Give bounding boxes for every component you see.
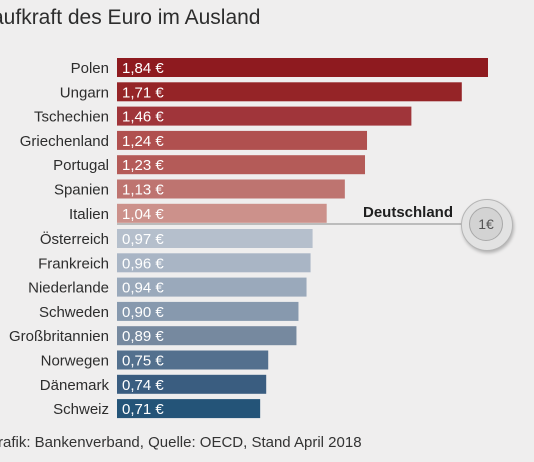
category-label: Spanien xyxy=(54,182,109,199)
data-label: 1,13 € xyxy=(122,182,164,199)
data-label: 0,71 € xyxy=(122,401,164,418)
bar xyxy=(117,130,368,150)
category-label: Portugal xyxy=(53,157,109,174)
data-label: 1,84 € xyxy=(122,60,164,77)
data-label: 0,96 € xyxy=(122,255,164,272)
euro-coin-icon: 1€ xyxy=(461,199,513,251)
bar xyxy=(117,179,345,199)
data-label: 0,90 € xyxy=(122,304,164,321)
bar xyxy=(117,374,267,394)
category-label: Österreich xyxy=(40,230,109,248)
bar xyxy=(117,106,412,126)
category-label: Griechenland xyxy=(20,133,109,150)
category-label: Italien xyxy=(69,206,109,223)
data-label: 0,74 € xyxy=(122,377,164,394)
bar xyxy=(117,155,366,175)
data-label: 0,75 € xyxy=(122,353,164,370)
data-label: 1,24 € xyxy=(122,133,164,150)
category-label: Norwegen xyxy=(41,353,109,370)
data-label: 1,46 € xyxy=(122,109,164,126)
category-label: Polen xyxy=(71,60,109,77)
data-label: 0,97 € xyxy=(122,231,164,248)
source-note: rafik: Bankenverband, Quelle: OECD, Stan… xyxy=(0,434,362,451)
bar xyxy=(117,301,299,321)
chart-title: aufkraft des Euro im Ausland xyxy=(0,6,261,29)
category-label: Tschechien xyxy=(34,109,109,126)
data-label: 0,94 € xyxy=(122,280,164,297)
bar xyxy=(117,277,307,297)
category-label: Frankreich xyxy=(38,255,109,272)
category-label: Schweden xyxy=(39,304,109,321)
bar xyxy=(117,58,488,77)
bar xyxy=(117,229,313,248)
bar xyxy=(117,326,297,346)
bar xyxy=(117,253,311,273)
bar xyxy=(117,203,327,223)
category-label: Niederlande xyxy=(28,280,109,297)
reference-label: Deutschland xyxy=(363,204,453,221)
data-label: 0,89 € xyxy=(122,328,164,345)
bar xyxy=(117,399,261,419)
category-label: Großbritannien xyxy=(9,328,109,345)
data-label: 1,23 € xyxy=(122,157,164,174)
data-label: 1,71 € xyxy=(122,84,164,101)
category-label: Ungarn xyxy=(60,84,109,101)
category-label: Dänemark xyxy=(40,377,110,394)
bar xyxy=(117,82,462,102)
data-label: 1,04 € xyxy=(122,206,164,223)
category-label: Schweiz xyxy=(53,401,109,418)
coin-label: 1€ xyxy=(469,207,503,241)
bar xyxy=(117,350,269,370)
